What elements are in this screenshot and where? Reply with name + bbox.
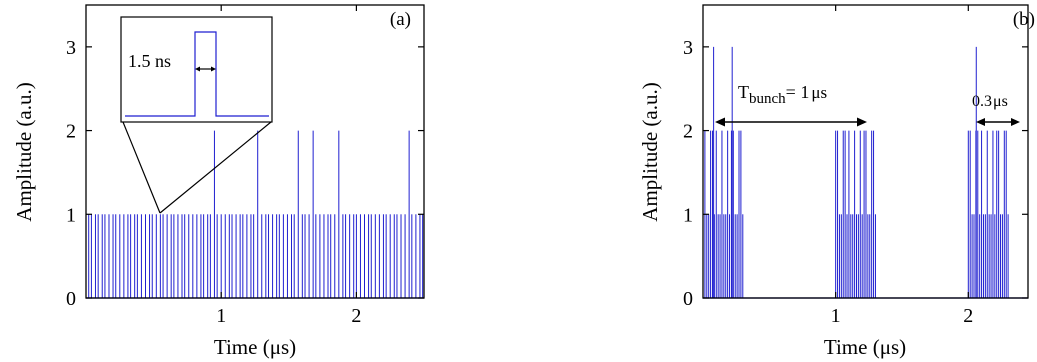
panel-b-plot-area	[702, 46, 1028, 299]
inset-zoom-line-right	[159, 121, 272, 214]
period-label-unit: μs	[811, 83, 827, 102]
width-arrowhead-left	[976, 118, 985, 126]
panel-a-ticks: 0 1 2 3 1 2	[66, 5, 424, 327]
panel-b-label: (b)	[1013, 9, 1035, 30]
panel-b: (b) 0 1 2 3 1 2 Time (μs) Amplitude (a.u.) Tb…	[638, 4, 1035, 359]
period-label-value: = 1	[786, 82, 810, 102]
panel-b-ytick-label: 3	[683, 37, 693, 59]
panel-b-ytick-label: 0	[683, 288, 693, 310]
panel-a-ytick-label: 1	[66, 204, 76, 226]
width-label-value: 0.3	[972, 93, 992, 110]
panel-b-ylabel: Amplitude (a.u.)	[638, 82, 662, 221]
panel-a-xtick-label: 2	[351, 305, 361, 327]
panel-b-xlabel: Time (μs)	[824, 335, 906, 359]
panel-b-ticks: 0 1 2 3 1 2	[683, 5, 1028, 327]
panel-a-plot-area	[86, 130, 424, 299]
inset-pulse-trace	[125, 31, 269, 117]
width-label: 0.3μs	[972, 93, 1008, 110]
panel-a: (a) 0 1 2 3 1 2 Time (μs) Amplitude (a.u.) 1.…	[12, 4, 425, 359]
panel-a-ylabel: Amplitude (a.u.)	[12, 82, 36, 221]
period-arrowhead-right	[857, 117, 867, 127]
panel-b-xtick-label: 2	[963, 305, 973, 327]
width-label-unit: μs	[993, 93, 1008, 110]
panel-b-ytick-label: 2	[683, 121, 693, 143]
panel-a-xlabel: Time (μs)	[214, 335, 296, 359]
panel-b-ytick-label: 1	[683, 204, 693, 226]
panel-b-xtick-label: 1	[831, 305, 841, 327]
width-arrowhead-right	[1011, 118, 1020, 126]
panel-a-inset: 1.5 ns	[120, 16, 273, 214]
period-label: Tbunch= 1 μs	[738, 82, 827, 107]
panel-b-frame	[702, 4, 1029, 299]
panel-a-ytick-label: 0	[66, 288, 76, 310]
period-label-sub: bunch	[749, 91, 786, 107]
inset-zoom-line-left	[122, 121, 161, 214]
inset-width-label: 1.5 ns	[128, 51, 171, 71]
period-label-main: T	[738, 82, 749, 102]
period-arrowhead-left	[715, 117, 725, 127]
panel-a-ytick-label: 3	[66, 37, 76, 59]
panel-a-xtick-label: 1	[216, 305, 226, 327]
inset-arrowhead-right	[211, 66, 216, 72]
panel-a-frame	[85, 4, 425, 299]
panel-a-label: (a)	[390, 9, 411, 30]
panel-a-ytick-label: 2	[66, 121, 76, 143]
inset-arrowhead-left	[195, 66, 200, 72]
